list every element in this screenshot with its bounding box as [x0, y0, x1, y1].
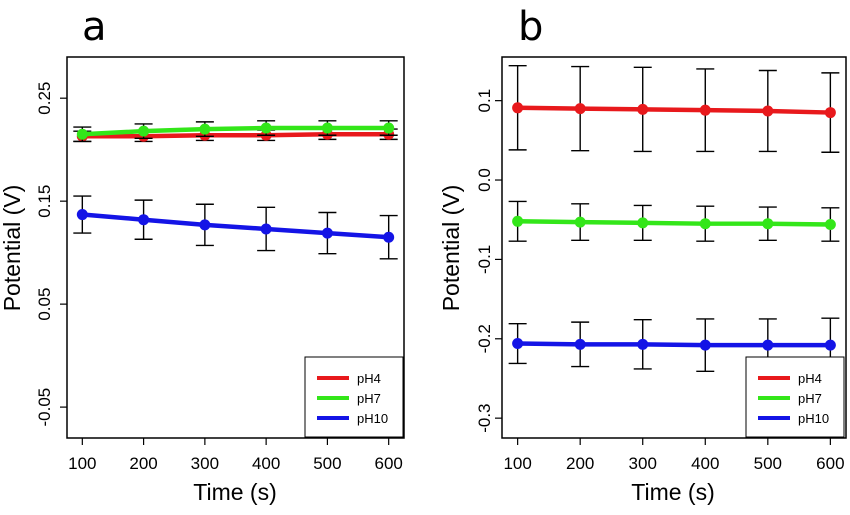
panel-a-series-ph7 [73, 120, 398, 143]
panel-b-y-axis-title: Potential (V) [438, 185, 464, 312]
panel-a-y-axis-title: Potential (V) [0, 185, 25, 312]
panel-b-series [508, 65, 840, 373]
panel-b-series-ph10-point [512, 338, 524, 350]
panel-a-x-tick-label: 100 [68, 454, 96, 473]
panel-a-series-ph10-line [82, 212, 389, 240]
panel-a-series-ph10-point [321, 227, 333, 239]
panel-b-x-ticks: 100 200 300 400 500 600 [503, 438, 845, 473]
panel-b-x-axis-title: Time (s) [631, 479, 714, 505]
panel-b-series-ph10-line [517, 341, 831, 348]
panel-a-y-tick-label: -0.05 [35, 388, 54, 427]
panel-b-y-tick-label: 0.1 [475, 89, 494, 113]
panel-b-series-ph10-point [762, 339, 774, 351]
panel-a-x-tick-label: 300 [191, 454, 219, 473]
panel-a-legend-label-ph10: pH10 [357, 411, 388, 426]
panel-b-series-ph7-point [699, 218, 711, 230]
panel-a-series-ph10 [73, 195, 398, 260]
panel-b-series-ph7 [508, 200, 840, 242]
panel-a-series-ph10-point [383, 231, 395, 243]
panel-a-letter: a [82, 4, 107, 50]
panel-a-legend-label-ph4: pH4 [357, 371, 381, 386]
panel-b-series-ph4-point [762, 105, 774, 117]
panel-b-y-tick-label: 0.0 [475, 168, 494, 192]
panel-b-legend: pH4 pH7 pH10 [745, 356, 845, 438]
panel-a-y-ticks: -0.05 0.05 0.15 0.25 [35, 82, 67, 427]
panel-b-series-ph7-line [517, 219, 831, 227]
panel-a-legend: pH4 pH7 pH10 [304, 356, 404, 438]
panel-a-series-ph7-point [383, 122, 395, 134]
panel-b-series-ph7-point [824, 218, 836, 230]
panel-a-series-ph10-point [76, 209, 88, 221]
panel-b-series-ph10-point [637, 338, 649, 350]
panel-a-x-tick-label: 600 [374, 454, 402, 473]
panel-a-series-ph7-point [260, 122, 272, 134]
panel-b-series-ph4-point [824, 107, 836, 119]
panel-a-series-ph7-point [76, 128, 88, 140]
panel-a: a -0.05 0.05 0.15 0.25 100 200 300 400 500 600 T… [0, 4, 405, 505]
panel-b-series-ph10-point [574, 338, 586, 350]
panel-b-x-tick-label: 100 [503, 454, 531, 473]
panel-a-legend-label-ph7: pH7 [357, 391, 381, 406]
panel-a-series-ph10-point [138, 214, 150, 226]
panel-b-series-ph4-point [512, 102, 524, 114]
panel-b-plot-frame [501, 56, 847, 439]
panel-b-legend-label-ph7: pH7 [798, 391, 822, 406]
panel-b-letter: b [518, 4, 543, 50]
panel-a-y-tick-label: 0.15 [35, 185, 54, 218]
panel-b-series-ph4-line [517, 105, 831, 115]
panel-b: b -0.3-0.2-0.10.00.1 100 200 300 400 500 600 … [438, 4, 847, 505]
panel-a-series-ph10-point [260, 223, 272, 235]
panel-b-series-ph4 [508, 65, 840, 153]
panel-a-x-axis-title: Time (s) [193, 479, 276, 505]
panel-a-plot-frame [66, 56, 405, 439]
panel-a-series-ph10-point [199, 219, 211, 231]
panel-b-series-ph7-point [512, 215, 524, 227]
panel-b-series-ph7-point [637, 217, 649, 229]
panel-b-y-tick-label: -0.3 [475, 404, 494, 433]
panel-b-series-ph7-point [762, 218, 774, 230]
panel-b-x-tick-label: 500 [754, 454, 782, 473]
panel-b-series-ph4-point [637, 103, 649, 115]
panel-b-series-ph7-point [574, 216, 586, 228]
panel-b-legend-label-ph10: pH10 [798, 411, 829, 426]
panel-a-x-tick-label: 400 [252, 454, 280, 473]
panel-a-y-tick-label: 0.05 [35, 288, 54, 321]
panel-b-x-tick-label: 400 [691, 454, 719, 473]
panel-a-x-ticks: 100 200 300 400 500 600 [68, 438, 403, 473]
panel-a-x-tick-label: 500 [313, 454, 341, 473]
panel-b-series-ph4-point [574, 103, 586, 115]
panel-b-y-tick-label: -0.2 [475, 324, 494, 353]
panel-b-x-tick-label: 600 [816, 454, 844, 473]
panel-b-x-tick-label: 200 [566, 454, 594, 473]
panel-b-series-ph10-point [699, 339, 711, 351]
panel-a-series-ph7-point [199, 123, 211, 135]
panel-a-series-ph4-line [82, 131, 389, 139]
panel-a-series-ph7-point [138, 125, 150, 137]
panel-b-x-tick-label: 300 [629, 454, 657, 473]
panel-a-series-ph7-line [82, 125, 389, 137]
panel-b-y-ticks: -0.3 -0.2 -0.1 0.0 0.1 [475, 89, 502, 433]
panel-b-series-ph10-point [824, 339, 836, 351]
panel-a-series-ph7-point [321, 122, 333, 134]
panel-a-y-tick-label: 0.25 [35, 82, 54, 115]
panel-a-series [73, 120, 398, 260]
panel-b-y-tick-label: -0.1 [475, 245, 494, 274]
panel-b-series-ph4-point [699, 104, 711, 116]
panel-b-legend-label-ph4: pH4 [798, 371, 822, 386]
panel-b-series-ph10 [508, 317, 840, 373]
panel-a-x-tick-label: 200 [129, 454, 157, 473]
